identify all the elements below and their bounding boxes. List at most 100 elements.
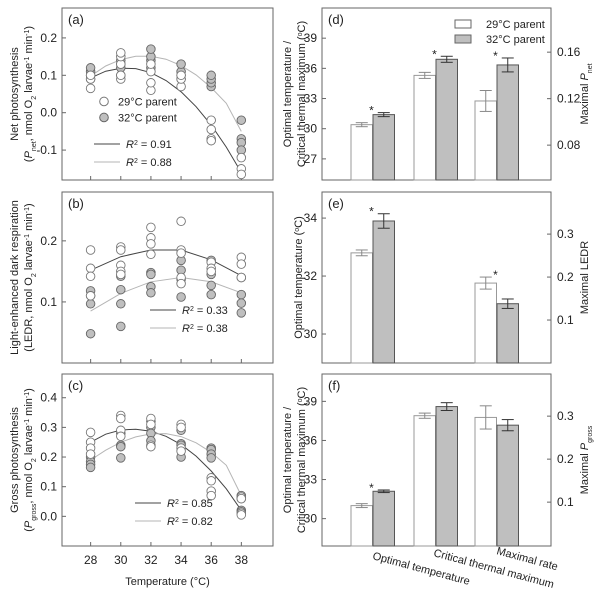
significance-marker: * xyxy=(432,47,437,61)
data-point-29 xyxy=(236,259,247,269)
y-tick-label: 33 xyxy=(304,92,318,106)
y-tick-label: 30 xyxy=(304,327,318,341)
fit-legend-label-32: R2 = 0.82 xyxy=(167,516,213,528)
plot-frame xyxy=(61,7,274,181)
bar-32 xyxy=(496,424,519,547)
panel-label: (d) xyxy=(328,12,344,27)
bar-29 xyxy=(474,416,497,547)
data-point-32 xyxy=(116,453,126,463)
data-point-29 xyxy=(176,248,186,258)
y-axis-label: Light-enhanced dark respiration xyxy=(9,200,21,355)
data-point-29 xyxy=(176,278,186,289)
bar-29 xyxy=(474,282,497,364)
data-point-29 xyxy=(206,266,216,277)
y-axis-label: Optimal temperature / xyxy=(282,406,294,513)
data-point-32 xyxy=(176,59,186,69)
data-point-29 xyxy=(85,245,96,255)
data-point-29 xyxy=(236,152,247,163)
bar-32 xyxy=(372,220,395,364)
fit-curve-32 xyxy=(90,433,242,496)
y-axis-label: Optimal temperature (oC) xyxy=(293,216,305,339)
data-point-29 xyxy=(146,249,156,260)
data-point-32 xyxy=(206,289,216,300)
legend-label-32: 32°C parent xyxy=(486,34,545,46)
y-tick-label-right: 0.2 xyxy=(557,452,574,466)
y-tick-label-right: 0.3 xyxy=(557,409,574,423)
legend-label-32: 32°C parent xyxy=(118,112,177,124)
y-axis-label-right: Maximal LEDR xyxy=(579,241,591,314)
data-point-29 xyxy=(116,245,126,255)
x-axis-label: Temperature (°C) xyxy=(125,576,209,588)
y-axis-label-units: (Pnet, nmol O2 larvae-1 min-1) xyxy=(23,26,38,162)
data-point-29 xyxy=(116,413,126,424)
data-point-29 xyxy=(146,78,156,88)
bar-32 xyxy=(372,114,395,181)
y-tick-label: 32 xyxy=(304,269,318,283)
data-point-29 xyxy=(85,271,96,282)
y-axis-label-line2: Critical thermal maximum (oC) xyxy=(296,21,308,167)
x-tick-label: 28 xyxy=(84,553,98,567)
data-point-29 xyxy=(176,70,186,81)
y-tick-label: 0.4 xyxy=(40,391,57,405)
data-point-32 xyxy=(146,269,156,280)
y-axis-label-right: Maximal Pgross xyxy=(579,425,594,494)
data-point-29 xyxy=(176,446,186,456)
bar-29 xyxy=(413,415,436,547)
bar-29 xyxy=(350,505,373,547)
panel-label: (b) xyxy=(68,196,84,211)
data-point-29 xyxy=(236,510,247,520)
y-tick-label-right: 0.1 xyxy=(557,495,574,509)
y-axis-label-right: Maximal Pnet xyxy=(579,63,594,124)
y-tick-label-right: 0.1 xyxy=(557,313,574,327)
y-tick-label: 0.3 xyxy=(40,420,57,434)
bar-32 xyxy=(435,406,458,547)
y-tick-label: 36 xyxy=(304,61,318,75)
bar-29 xyxy=(474,100,497,181)
data-point-32 xyxy=(116,284,126,295)
legend-marker-29 xyxy=(99,96,109,107)
data-point-29 xyxy=(146,441,156,452)
y-tick-label: 27 xyxy=(304,152,318,166)
data-point-29 xyxy=(176,216,186,227)
plot-frame xyxy=(61,373,274,547)
fit-curve-32 xyxy=(90,276,242,312)
category-label: Critical thermal maximum xyxy=(432,547,555,591)
significance-marker: * xyxy=(369,104,374,118)
data-point-29 xyxy=(85,449,96,459)
data-point-29 xyxy=(176,422,186,433)
bar-32 xyxy=(496,64,519,181)
x-tick-label: 30 xyxy=(114,553,128,567)
x-tick-label: 38 xyxy=(235,553,249,567)
panel-label: (e) xyxy=(328,196,344,211)
bar-32 xyxy=(372,490,395,547)
fit-legend-label-32: R2 = 0.88 xyxy=(126,157,172,169)
data-point-32 xyxy=(146,44,156,54)
data-point-29 xyxy=(146,419,156,430)
data-point-32 xyxy=(146,288,156,298)
y-axis-label: Net photosynthesis xyxy=(9,47,21,141)
x-tick-label: 36 xyxy=(205,553,219,567)
bar-29 xyxy=(413,74,436,181)
significance-marker: * xyxy=(493,268,498,282)
fit-legend-label-29: R2 = 0.33 xyxy=(182,305,228,317)
data-point-32 xyxy=(85,299,96,309)
data-point-32 xyxy=(116,321,126,332)
legend-label-29: 29°C parent xyxy=(118,96,177,108)
data-point-32 xyxy=(85,462,96,473)
y-axis-label: Gross photosynthesis xyxy=(9,407,21,513)
x-tick-label: 34 xyxy=(174,553,188,567)
data-point-29 xyxy=(146,222,156,233)
legend-label-29: 29°C parent xyxy=(486,19,545,31)
legend-swatch-32 xyxy=(454,34,472,44)
significance-marker: * xyxy=(493,49,498,63)
data-point-29 xyxy=(146,239,156,249)
y-tick-label: 33 xyxy=(304,473,318,487)
panel-c: 0.4 0.3 0.2 0.1 0.0 28 30 32 34 36 38 Temperature (… xyxy=(9,373,274,588)
panel-a: 0.2 0.1 0.0 -0.1 (a) Net photosynthesis(Pnet,… xyxy=(9,7,274,181)
data-point-32 xyxy=(236,298,247,308)
data-point-32 xyxy=(206,280,216,291)
data-point-32 xyxy=(176,292,186,302)
y-tick-label: 39 xyxy=(304,394,318,408)
fit-legend-label-29: R2 = 0.91 xyxy=(126,139,172,151)
legend-swatch-29 xyxy=(454,19,472,29)
